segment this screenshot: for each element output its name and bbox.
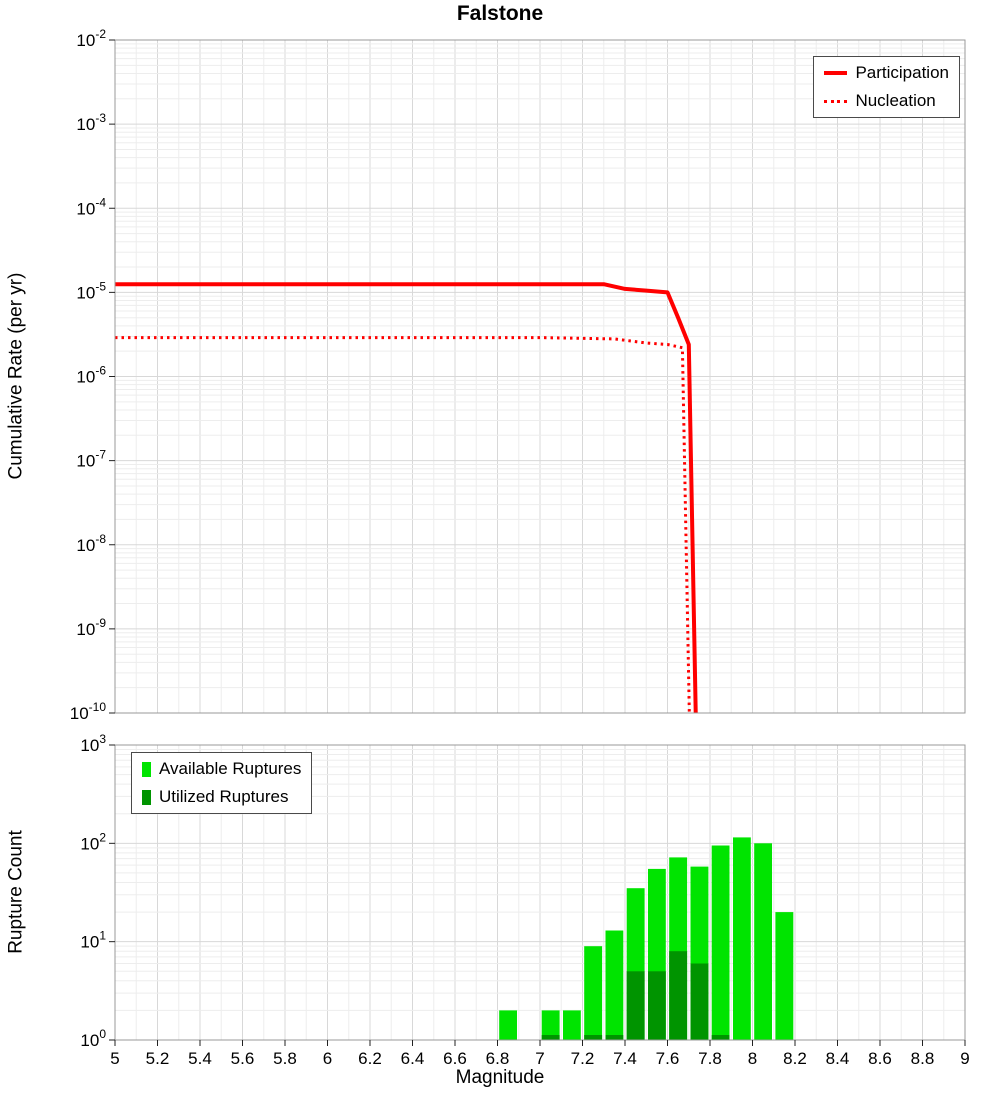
svg-text:8.6: 8.6: [868, 1049, 892, 1068]
svg-text:7.4: 7.4: [613, 1049, 637, 1068]
nucleation-line-swatch: [824, 99, 848, 103]
svg-text:9: 9: [960, 1049, 969, 1068]
rate-legend: Participation Nucleation: [813, 56, 960, 118]
x-axis-label: Magnitude: [455, 1067, 545, 1088]
participation-legend-label: Participation: [855, 63, 949, 82]
svg-text:7.2: 7.2: [571, 1049, 595, 1068]
svg-text:102: 102: [80, 830, 106, 853]
svg-text:5.4: 5.4: [188, 1049, 212, 1068]
svg-text:8.2: 8.2: [783, 1049, 807, 1068]
svg-text:10-3: 10-3: [76, 111, 106, 134]
svg-text:6.2: 6.2: [358, 1049, 382, 1068]
svg-text:5.2: 5.2: [146, 1049, 170, 1068]
legend-item-participation: Participation: [824, 63, 949, 83]
svg-text:7: 7: [535, 1049, 544, 1068]
nucleation-legend-label: Nucleation: [855, 91, 936, 110]
chart-title: Falstone: [456, 2, 544, 25]
svg-text:10-6: 10-6: [76, 364, 106, 387]
available-ruptures-legend-label: Available Ruptures: [159, 759, 302, 778]
svg-text:6.4: 6.4: [401, 1049, 425, 1068]
svg-text:101: 101: [80, 929, 106, 952]
legend-item-nucleation: Nucleation: [824, 91, 949, 111]
svg-text:8.4: 8.4: [826, 1049, 850, 1068]
legend-item-available-ruptures: Available Ruptures: [142, 759, 301, 779]
count-y-axis-label: Rupture Count: [5, 830, 27, 954]
svg-text:100: 100: [80, 1027, 106, 1050]
svg-text:7.8: 7.8: [698, 1049, 722, 1068]
svg-text:5.6: 5.6: [231, 1049, 255, 1068]
svg-text:5: 5: [110, 1049, 119, 1068]
svg-text:10-8: 10-8: [76, 532, 106, 555]
utilized-ruptures-swatch: [142, 789, 151, 805]
legend-item-utilized-ruptures: Utilized Ruptures: [142, 787, 301, 807]
rate-y-axis-label: Cumulative Rate (per yr): [5, 272, 27, 480]
svg-text:7.6: 7.6: [656, 1049, 680, 1068]
svg-text:6: 6: [323, 1049, 332, 1068]
available-ruptures-swatch: [142, 761, 151, 777]
svg-text:10-9: 10-9: [76, 616, 106, 639]
svg-text:8.8: 8.8: [911, 1049, 935, 1068]
svg-text:10-5: 10-5: [76, 279, 106, 302]
svg-text:10-10: 10-10: [70, 700, 107, 723]
participation-line-swatch: [824, 71, 848, 75]
svg-text:10-4: 10-4: [76, 195, 106, 218]
rupture-count-legend: Available Ruptures Utilized Ruptures: [131, 752, 313, 814]
svg-text:6.8: 6.8: [486, 1049, 510, 1068]
svg-text:5.8: 5.8: [273, 1049, 297, 1068]
svg-text:8: 8: [748, 1049, 757, 1068]
svg-text:10-2: 10-2: [76, 27, 106, 50]
svg-text:6.6: 6.6: [443, 1049, 467, 1068]
svg-text:10-7: 10-7: [76, 448, 106, 471]
svg-text:103: 103: [80, 732, 106, 755]
utilized-ruptures-legend-label: Utilized Ruptures: [159, 787, 289, 806]
